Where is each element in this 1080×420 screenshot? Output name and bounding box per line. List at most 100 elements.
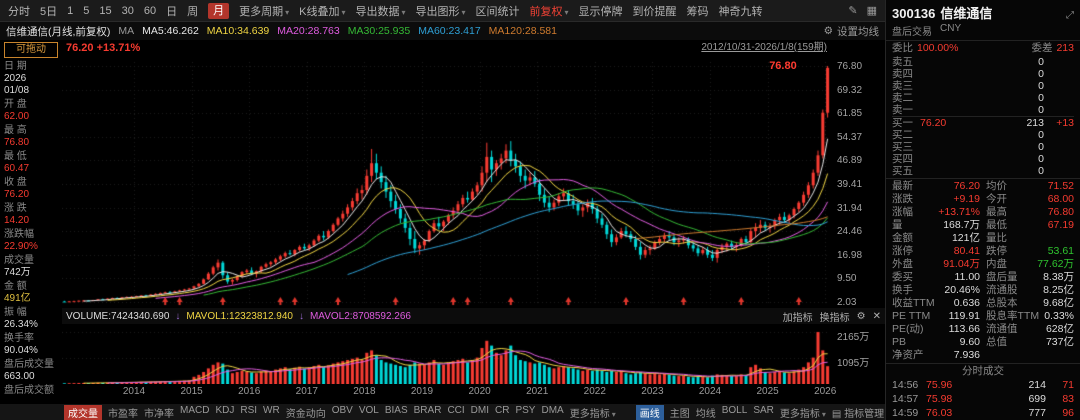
bid-label: 买五 [892,165,913,177]
toolbar-item-17[interactable]: 到价提醒 [632,5,677,18]
drag-hint[interactable]: 可拖动 [4,42,58,58]
sidebar-item-7: 成交量 742万 [4,255,58,279]
stat-cell: 换手 20.46% [892,284,980,297]
indicator-tab-4[interactable]: KDJ [215,404,235,416]
tick-list[interactable]: 14:56 75.96 214 71 14:57 75.98 699 83 14:59 76.03… [886,378,1080,420]
ask-label: 卖四 [892,68,913,80]
toolbar-item-12[interactable]: 导出数据 ▾ [355,5,406,18]
indicator-tab-7[interactable]: 资金动向 [285,408,326,420]
stat-value: 77.62万 [1037,258,1074,270]
toolbar-item-10[interactable]: 更多周期 ▾ [239,5,290,18]
overlay-tool-1[interactable]: 主图 [669,408,690,420]
toolbar-item-18[interactable]: 筹码 [686,5,709,18]
ma-value-4: MA60:23.417 [418,25,481,37]
period-toolbar: 分时 5日 1 5 15 30 60 日周月更多周期 ▾ K线叠加 ▾ 导出数据 ▾ 导出图形 ▾ 区间统计前… [0,0,885,22]
indicator-manage-button[interactable]: ▤ 指标管理 [831,408,885,420]
toolbar-item-19[interactable]: 神奇九转 [718,5,763,18]
close-icon[interactable]: ✕ [872,310,881,322]
indicator-tab-3[interactable]: MACD [180,404,210,416]
stat-label: 今开 [986,193,1007,205]
toolbar-item-7[interactable]: 日 [166,5,178,18]
stat-cell: 委买 11.00 [892,271,980,284]
stat-row-12: PB 9.60 总值 737亿 [892,336,1074,349]
indicator-bar: 成交量 市盈率 市净率 MACD KDJ RSI WR 资金动向 OBV VOL BIAS BRAR C… [0,404,885,420]
indicator-tab-16[interactable]: DMA [541,404,564,416]
gear-icon[interactable]: ⚙ [856,310,866,322]
indicator-tab-12[interactable]: CCI [447,404,465,416]
indicator-tab-8[interactable]: OBV [331,404,353,416]
bid-row-5[interactable]: 买五 0 [892,165,1074,177]
stat-cell: 涨停 80.41 [892,245,980,258]
toolbar-item-15[interactable]: 前复权 ▾ [529,5,569,18]
date-range-label[interactable]: 2012/10/31-2026/1/8(159期) [701,42,827,53]
overlay-tool-2[interactable]: 均线 [695,408,716,420]
indicator-tab-6[interactable]: WR [263,404,280,416]
price-axis-label: 54.37 [837,131,863,143]
ask-row-4[interactable]: 卖四 0 [892,68,1074,80]
ask-delta [1044,56,1074,68]
tick-row-1: 14:57 75.98 699 83 [886,392,1080,406]
toolbar-item-4[interactable]: 15 [99,4,112,17]
bid-row-2[interactable]: 买二 0 [892,129,1074,141]
price-chart-canvas[interactable] [62,58,830,308]
ask-row-1[interactable]: 卖一 0 [892,104,1074,116]
stat-cell: 外盘 91.04万 [892,258,980,271]
indicator-tab-5[interactable]: RSI [240,404,258,416]
volume-chart-canvas[interactable] [62,326,830,384]
bid-row-3[interactable]: 买三 0 [892,141,1074,153]
switch-indicator-link[interactable]: 换指标 [819,312,850,324]
stat-value: 0.33% [1044,310,1074,322]
expand-icon[interactable]: ⤢ [1066,10,1074,21]
caret-down-icon: ▾ [611,409,616,419]
toolbar-item-11[interactable]: K线叠加 ▾ [299,5,346,18]
toolbar-item-2[interactable]: 1 [67,4,74,17]
overlay-tool-0[interactable]: 画线 [635,404,664,420]
stat-cell: 金额 121亿 [892,232,980,245]
stat-value: 113.66 [948,323,980,335]
stat-cell: 流通值 628亿 [986,323,1074,336]
stat-cell: 最新 76.20 [892,180,980,193]
toolbar-item-3[interactable]: 5 [83,4,90,17]
indicator-tab-10[interactable]: BIAS [384,404,408,416]
draw-icon[interactable]: ✎ [848,5,858,17]
toolbar-item-16[interactable]: 显示停牌 [578,5,623,18]
add-indicator-link[interactable]: 加指标 [782,312,813,324]
ask-row-2[interactable]: 卖二 0 [892,92,1074,104]
stat-row-6: 外盘 91.04万 内盘 77.62万 [892,258,1074,271]
indicator-tab-14[interactable]: CR [495,404,510,416]
toolbar-item-1[interactable]: 5日 [40,5,58,18]
overlay-tool-4[interactable]: SAR [753,404,774,416]
toolbar-item-14[interactable]: 区间统计 [475,5,520,18]
toolbar-item-9[interactable]: 月 [208,2,230,19]
overlay-tool-5[interactable]: 更多指标 ▾ [779,408,826,420]
ask-row-3[interactable]: 卖三 0 [892,80,1074,92]
time-axis-label: 2021 [526,386,549,397]
stat-cell: 涨跌 +9.19 [892,193,980,206]
sidebar-item-value: 01/08 [4,85,30,96]
overlay-tool-3[interactable]: BOLL [721,404,748,416]
bid-row-1[interactable]: 买一 76.20 213 +13 [892,116,1074,129]
indicator-tab-17[interactable]: 更多指标 ▾ [569,408,616,420]
indicator-tab-13[interactable]: DMI [470,404,490,416]
indicator-tab-9[interactable]: VOL [358,404,379,416]
toolbar-item-8[interactable]: 周 [187,5,199,18]
indicator-tab-2[interactable]: 市净率 [144,408,174,420]
ma-settings[interactable]: ⚙ 设置均线 [824,24,879,39]
toolbar-item-13[interactable]: 导出图形 ▾ [415,5,466,18]
time-axis-label: 2022 [583,386,606,397]
stat-label: 涨幅 [892,206,913,218]
ask-row-5[interactable]: 卖五 0 [892,56,1074,68]
indicator-tabs: 成交量 市盈率 市净率 MACD KDJ RSI WR 资金动向 OBV VOL BIAS BRAR C… [64,404,616,420]
toolbar-item-5[interactable]: 30 [121,4,134,17]
indicator-tab-1[interactable]: 市盈率 [108,408,138,420]
quote-stats: 最新 76.20 均价 71.52 涨跌 +9.19 今开 68.00 涨幅 +13.71% 最高 7… [886,179,1080,364]
toolbar-item-0[interactable]: 分时 [8,5,30,18]
bid-row-4[interactable]: 买四 0 [892,153,1074,165]
toolbar-item-6[interactable]: 60 [143,4,157,17]
indicator-tab-0[interactable]: 成交量 [64,404,102,420]
indicator-tab-11[interactable]: BRAR [413,404,442,416]
indicator-tab-15[interactable]: PSY [515,404,536,416]
tick-time: 14:56 [892,379,919,391]
grid-icon[interactable]: ▦ [866,5,877,17]
